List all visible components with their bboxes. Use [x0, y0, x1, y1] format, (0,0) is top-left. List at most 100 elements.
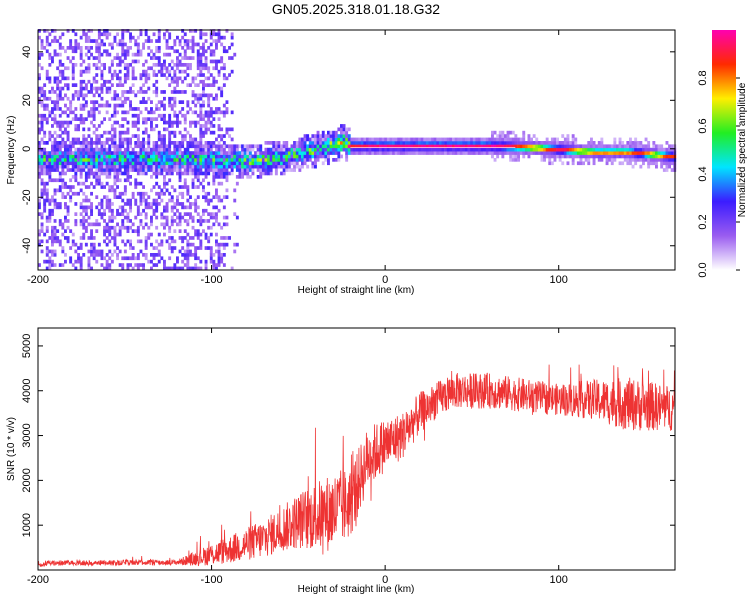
spectrogram-cell: [269, 158, 273, 162]
spectrogram-cell: [152, 263, 156, 267]
spectrogram-cell: [51, 147, 54, 152]
spectrogram-cell: [53, 239, 57, 244]
spectrogram-cell: [241, 161, 244, 166]
spectrogram-cell: [100, 154, 104, 159]
spectrogram-cell: [110, 202, 114, 206]
spectrogram-cell: [196, 151, 200, 155]
spectrogram-cell: [209, 49, 213, 54]
spectrogram-cell: [163, 73, 166, 77]
spectrogram-cell: [103, 185, 106, 189]
spectrogram-cell: [38, 29, 41, 33]
spectrogram-cell: [186, 246, 190, 250]
spectrogram-cell: [113, 232, 117, 237]
spectrogram-cell: [58, 46, 62, 50]
spectrogram-cell: [243, 158, 247, 162]
spectrogram-cell: [126, 164, 130, 169]
spectrogram-cell: [105, 151, 109, 155]
spectrogram-cell: [95, 73, 99, 77]
spectrogram-cell: [103, 83, 106, 87]
spectrogram-cell: [212, 79, 216, 84]
spectrogram-cell: [397, 137, 401, 142]
spectrogram-cell: [566, 161, 570, 166]
spectrogram-cell: [155, 147, 159, 152]
spectrogram-cell: [173, 86, 177, 91]
spectrogram-cell: [183, 229, 187, 233]
spectrogram-cell: [631, 164, 635, 169]
spectrogram-cell: [314, 158, 317, 162]
spectrogram-cell: [144, 32, 148, 37]
spectrogram-cell: [48, 266, 52, 271]
spectrogram-cell: [58, 59, 62, 64]
spectrogram-cell: [152, 151, 156, 155]
spectrogram-cell: [118, 191, 122, 196]
spectrogram-cell: [51, 164, 54, 169]
spectrogram-cell: [488, 141, 492, 145]
spectrogram-cell: [100, 96, 104, 101]
spectrogram-cell: [202, 63, 205, 67]
spectrogram-cell: [58, 134, 62, 138]
spectrogram-cell: [668, 161, 671, 166]
spectrogram-cell: [136, 212, 140, 216]
spectrogram-cell: [287, 147, 291, 152]
spectrogram-cell: [165, 181, 169, 186]
spectrogram-cell: [186, 171, 190, 176]
spectrogram-cell: [110, 141, 114, 145]
spectrogram-cell: [40, 229, 44, 233]
x-tick-label: -200: [27, 574, 49, 586]
spectrogram-cell: [301, 164, 304, 169]
spectrogram-cell: [511, 147, 515, 152]
spectrogram-cell: [92, 222, 96, 227]
spectrogram-cell: [178, 100, 182, 104]
spectrogram-cell: [662, 151, 666, 155]
spectrogram-cell: [56, 202, 60, 206]
spectrogram-cell: [183, 256, 187, 261]
spectrogram-cell: [626, 151, 630, 155]
spectrogram-cell: [134, 113, 138, 118]
spectrogram-cell: [186, 191, 190, 196]
spectrogram-cell: [100, 198, 104, 203]
spectrogram-cell: [563, 147, 567, 152]
spectrogram-cell: [163, 158, 166, 162]
spectrogram-cell: [163, 205, 166, 210]
spectrogram-cell: [220, 164, 224, 169]
spectrogram-cell: [233, 212, 237, 216]
spectrogram-cell: [527, 134, 531, 138]
spectrogram-cell: [251, 168, 255, 172]
spectrogram-cell: [178, 178, 182, 183]
spectrogram-cell: [282, 164, 286, 169]
spectrogram-cell: [77, 124, 80, 128]
spectrogram-cell: [157, 259, 161, 264]
spectrogram-cell: [561, 144, 565, 149]
spectrogram-cell: [155, 154, 159, 159]
spectrogram-cell: [71, 46, 75, 50]
spectrogram-cell: [204, 195, 208, 199]
spectrogram-cell: [103, 144, 106, 149]
spectrogram-cell: [196, 73, 200, 77]
spectrogram-cell: [202, 151, 205, 155]
spectrogram-cell: [87, 263, 91, 267]
spectrogram-cell: [626, 158, 630, 162]
spectrogram-cell: [43, 141, 47, 145]
spectrogram-cell: [38, 144, 41, 149]
spectrogram-cell: [209, 93, 213, 98]
spectrogram-cell: [488, 137, 492, 142]
spectrogram-cell: [45, 249, 49, 254]
spectrogram-cell: [74, 171, 78, 176]
spectrogram-cell: [199, 73, 203, 77]
spectrogram-cell: [181, 161, 185, 166]
spectrogram-cell: [126, 73, 130, 77]
spectrogram-cell: [38, 175, 41, 179]
spectrogram-cell: [79, 171, 83, 176]
spectrogram-cell: [199, 147, 203, 152]
spectrogram-cell: [84, 86, 88, 91]
spectrogram-cell: [79, 141, 83, 145]
spectrogram-cell: [407, 151, 411, 155]
spectrogram-cell: [571, 154, 575, 159]
spectrogram-cell: [522, 154, 526, 159]
spectrogram-cell: [105, 198, 109, 203]
spectrogram-cell: [56, 100, 60, 104]
spectrogram-cell: [353, 151, 356, 155]
spectrogram-cell: [105, 259, 109, 264]
spectrogram-cell: [82, 117, 86, 121]
spectrogram-cell: [53, 178, 57, 183]
